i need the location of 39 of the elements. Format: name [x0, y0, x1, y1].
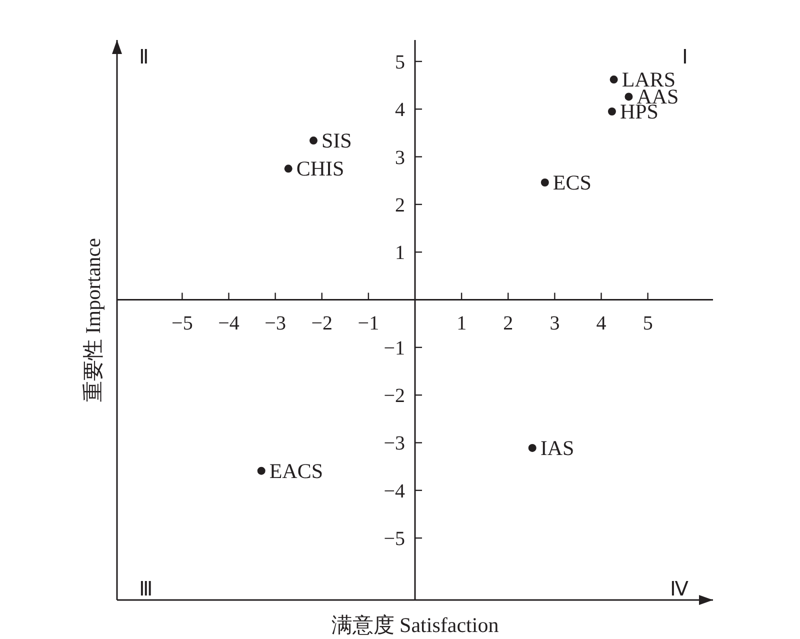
y-tick-label: 5 — [395, 51, 405, 74]
x-tick-label: 3 — [550, 312, 560, 335]
x-tick-label: 5 — [642, 312, 653, 335]
y-tick-label: 1 — [395, 242, 405, 264]
annotation: Ⅱ — [139, 46, 149, 69]
y-tick-label: 4 — [395, 99, 405, 122]
y-tick-label: −5 — [384, 528, 405, 550]
point — [309, 136, 318, 145]
y-tick-label: 3 — [395, 146, 405, 169]
annotation: EACS — [269, 458, 324, 483]
point — [610, 76, 618, 84]
annotation: Ⅰ — [682, 46, 688, 69]
x-tick-label: −3 — [264, 312, 286, 335]
point — [257, 466, 266, 475]
y-tick-label: −3 — [384, 432, 405, 455]
annotation: SIS — [321, 128, 352, 153]
annotation: ECS — [552, 170, 592, 194]
x-axis-title: 满意度 Satisfaction — [331, 613, 500, 637]
x-tick-label: −2 — [311, 312, 333, 335]
annotation: CHIS — [296, 156, 344, 181]
annotation: Ⅳ — [670, 578, 689, 601]
x-tick-label: 2 — [503, 312, 514, 335]
point — [624, 92, 633, 101]
point — [608, 107, 616, 116]
y-tick-label: −4 — [384, 480, 405, 502]
point — [284, 164, 292, 173]
y-axis-title: 重要性 Importance — [81, 238, 105, 402]
annotation: Ⅲ — [139, 578, 153, 601]
x-tick-label: −4 — [218, 312, 240, 335]
point — [540, 178, 549, 186]
annotation: IAS — [540, 436, 574, 460]
x-tick-label: −1 — [358, 312, 380, 335]
y-tick-label: −1 — [384, 337, 405, 360]
x-tick-label: −5 — [172, 312, 193, 335]
x-tick-label: 4 — [596, 312, 606, 335]
y-tick-label: 2 — [395, 194, 405, 216]
point — [528, 444, 536, 452]
x-tick-label: 1 — [456, 312, 467, 335]
y-tick-label: −2 — [384, 385, 405, 408]
